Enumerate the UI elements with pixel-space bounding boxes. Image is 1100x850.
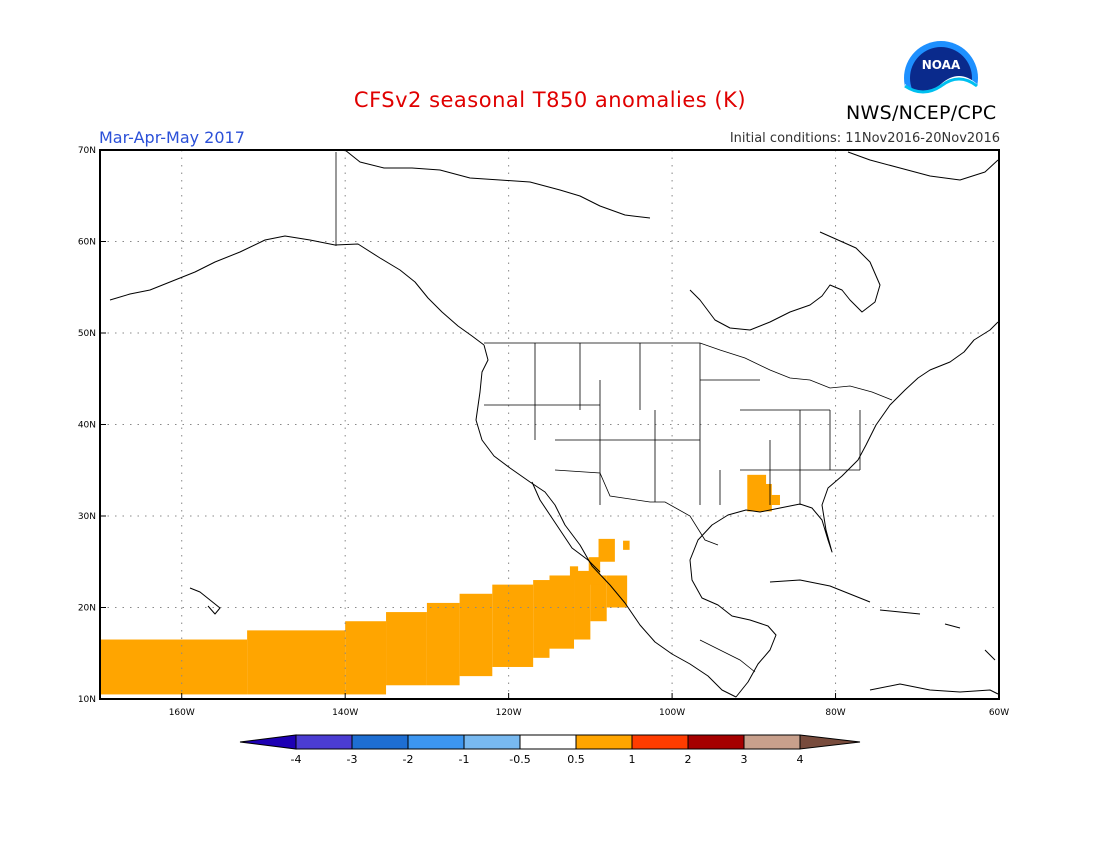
lon-tick-label: 60W [989, 708, 1009, 718]
colorbar-box [407, 734, 465, 750]
colorbar-label: 0.5 [567, 753, 585, 766]
anomaly-cell [598, 538, 615, 562]
coastlines [109, 149, 999, 698]
lon-tick-label: 140W [332, 708, 358, 718]
anomaly-cell [492, 584, 534, 667]
lon-tick-label: 160W [169, 708, 195, 718]
colorbar-label: -2 [403, 753, 414, 766]
map-title: CFSv2 seasonal T850 anomalies (K) [353, 88, 747, 112]
noaa-logo: NOAA [897, 38, 985, 122]
cuba [769, 579, 871, 603]
anomaly-cell [761, 483, 772, 512]
noaa-logo-text: NOAA [922, 58, 961, 72]
south-america-coast [869, 683, 999, 695]
lat-tick-label: 60N [78, 238, 96, 248]
lat-tick-label: 70N [78, 146, 96, 156]
north-america-coastline [475, 321, 999, 698]
lat-tick-label: 30N [78, 512, 96, 522]
anomaly-cell [549, 575, 575, 649]
colorbar-label: 1 [629, 753, 636, 766]
anomaly-cell [345, 621, 387, 695]
greenland-coastline [847, 151, 999, 181]
political-borders [335, 152, 893, 673]
lon-tick-label: 120W [496, 708, 522, 718]
lat-tick-label: 50N [78, 329, 96, 339]
season-label: Mar-Apr-May 2017 [99, 128, 245, 147]
lon-tick-label: 80W [825, 708, 845, 718]
agency-label: NWS/NCEP/CPC [846, 102, 997, 124]
arctic-coastline [344, 149, 651, 219]
hudson-bay-coastline [689, 231, 881, 331]
lon-tick-label: 100W [659, 708, 685, 718]
colorbar-label: 4 [797, 753, 804, 766]
alaska-coastline [109, 235, 485, 346]
colorbar-box [519, 734, 577, 750]
anomaly-cell [574, 570, 591, 640]
colorbar-arrow-high [799, 734, 861, 750]
anomaly-cell [588, 557, 601, 585]
anomaly-cell [426, 602, 460, 686]
colorbar-box [687, 734, 745, 750]
caribbean-islands [879, 609, 996, 661]
anomaly-cell [386, 612, 427, 686]
baja-california [531, 481, 601, 573]
us-canada-border [484, 342, 893, 401]
colorbar-box [575, 734, 633, 750]
lat-tick-label: 40N [78, 421, 96, 431]
colorbar-arrow-low [239, 734, 297, 750]
anomaly-cell [590, 575, 607, 622]
gridlines [100, 150, 999, 699]
anomaly-cell [623, 540, 630, 550]
anomaly-cell [100, 639, 248, 695]
colorbar-box [631, 734, 689, 750]
lat-tick-label: 20N [78, 604, 96, 614]
colorbar-label: -4 [291, 753, 302, 766]
colorbar-box [743, 734, 801, 750]
colorbar-box [351, 734, 409, 750]
us-state-lines [484, 343, 861, 505]
axis-ticks: 10N 20N 30N 40N 50N 60N 70N 160W 140W 120W 100W 80W… [78, 146, 1009, 718]
anomaly-cell [747, 474, 767, 512]
central-america-borders [699, 639, 756, 673]
lat-tick-label: 10N [78, 695, 96, 705]
hawaii [189, 587, 221, 615]
us-mexico-border [554, 469, 719, 546]
initial-conditions-label: Initial conditions: 11Nov2016-20Nov2016 [729, 131, 1000, 146]
colorbar-label: -1 [459, 753, 470, 766]
anomaly-cell [247, 630, 346, 695]
colorbar-label: -3 [347, 753, 358, 766]
colorbar-box [463, 734, 521, 750]
anomaly-cell [533, 580, 550, 658]
anomaly-cell [770, 494, 780, 506]
colorbar-label: 3 [741, 753, 748, 766]
anomaly-layer [100, 474, 780, 695]
colorbar-label: 2 [685, 753, 692, 766]
anomaly-cell [569, 566, 579, 581]
colorbar-label: -0.5 [509, 753, 530, 766]
colorbar-box [295, 734, 353, 750]
